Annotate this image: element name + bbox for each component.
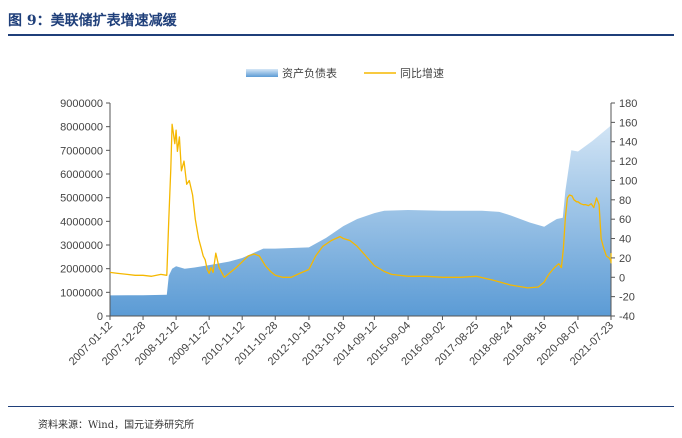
right-tick-label: 0 [619, 272, 625, 284]
left-tick-label: 4000000 [60, 216, 103, 228]
right-tick-label: 100 [619, 175, 637, 187]
left-tick-label: 9000000 [60, 98, 103, 110]
right-tick-label: 160 [619, 117, 637, 129]
right-tick-label: 80 [619, 195, 631, 207]
left-tick-label: 8000000 [60, 122, 103, 134]
legend-swatch-balance-sheet [246, 69, 278, 77]
right-tick-label: 180 [619, 98, 637, 110]
series-area-balance-sheet [110, 118, 611, 317]
legend-label-yoy-growth: 同比增速 [400, 66, 444, 80]
source-rule [8, 406, 674, 407]
left-tick-label: 3000000 [60, 240, 103, 252]
left-tick-label: 0 [97, 311, 103, 323]
legend-label-balance-sheet: 资产负债表 [282, 66, 337, 80]
source-note: 资料来源：Wind，国元证券研究所 [38, 420, 195, 431]
right-tick-label: 140 [619, 137, 637, 149]
figure-title: 图 9：美联储扩表增速减缓 [8, 13, 177, 29]
title-rule [8, 34, 674, 36]
right-tick-label: -20 [619, 292, 635, 304]
chart-area: 0 1000000 2000000 3000000 4000000 5000000 6000… [60, 66, 637, 368]
right-tick-label: 20 [619, 253, 631, 265]
right-tick-label: 120 [619, 156, 637, 168]
left-tick-label: 6000000 [60, 169, 103, 181]
series-line-yoy-growth [109, 123, 612, 289]
left-tick-label: 7000000 [60, 145, 103, 157]
right-tick-label: 40 [619, 234, 631, 246]
left-tick-label: 1000000 [60, 287, 103, 299]
right-tick-label: 60 [619, 214, 631, 226]
left-tick-label: 2000000 [60, 264, 103, 276]
left-tick-label: 5000000 [60, 193, 103, 205]
right-tick-label: -40 [619, 311, 635, 323]
